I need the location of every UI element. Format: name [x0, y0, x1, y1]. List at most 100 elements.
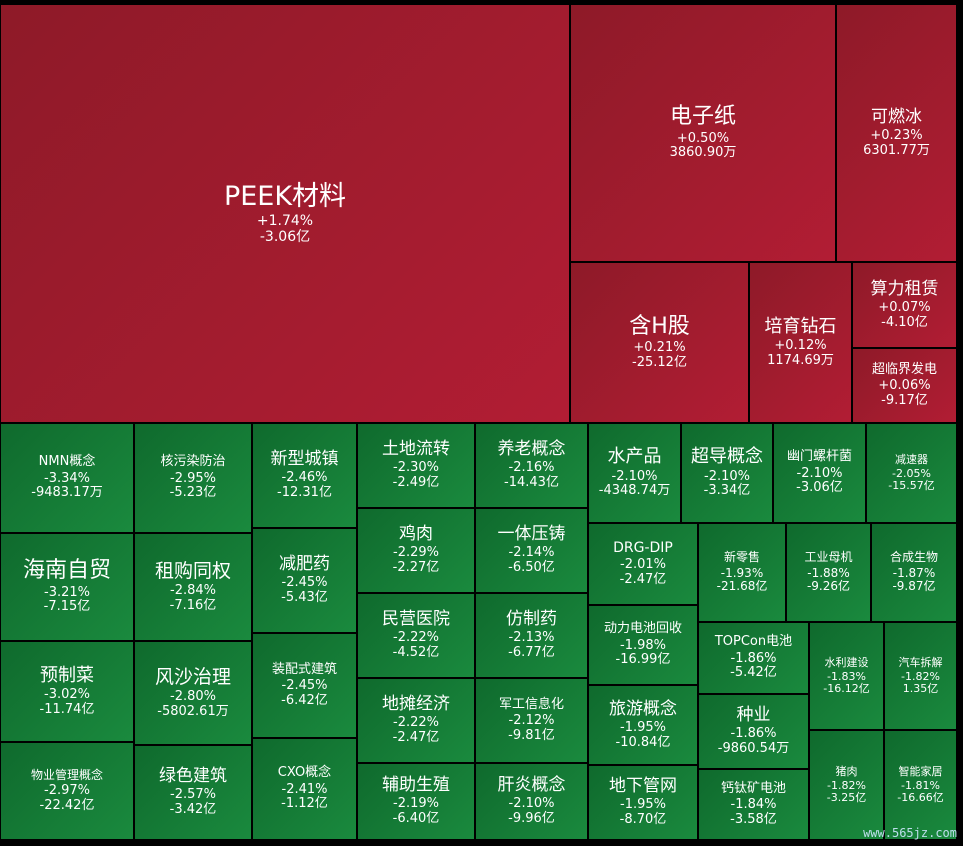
- treemap-tile[interactable]: 幽门螺杆菌 -2.10% -3.06亿: [773, 423, 866, 523]
- tile-name: 减肥药: [279, 554, 330, 575]
- treemap-tile[interactable]: 钙钛矿电池 -1.84% -3.58亿: [698, 769, 809, 840]
- tile-amount: -2.47亿: [392, 730, 440, 746]
- treemap-tile[interactable]: 一体压铸 -2.14% -6.50亿: [475, 508, 588, 593]
- tile-name: 地下管网: [609, 776, 677, 797]
- tile-amount: -3.42亿: [169, 802, 217, 818]
- tile-amount: -9483.17万: [31, 485, 103, 501]
- tile-change: -1.86%: [730, 650, 777, 666]
- treemap-tile[interactable]: 军工信息化 -2.12% -9.81亿: [475, 678, 588, 763]
- treemap-tile[interactable]: 新零售 -1.93% -21.68亿: [698, 523, 786, 622]
- tile-change: -2.95%: [170, 470, 216, 486]
- treemap-tile[interactable]: 减速器 -2.05% -15.57亿: [866, 423, 957, 523]
- tile-change: -1.87%: [892, 565, 936, 580]
- tile-name: 军工信息化: [498, 696, 564, 712]
- treemap-tile[interactable]: 辅助生殖 -2.19% -6.40亿: [357, 763, 475, 840]
- tile-name: 超导概念: [691, 446, 763, 468]
- treemap-tile[interactable]: 电子纸 +0.50% 3860.90万: [570, 4, 836, 262]
- tile-amount: -3.58亿: [730, 811, 777, 827]
- treemap-tile[interactable]: 地摊经济 -2.22% -2.47亿: [357, 678, 475, 763]
- tile-change: -2.46%: [281, 470, 328, 486]
- tile-name: 水产品: [607, 446, 662, 468]
- tile-name: 钙钛矿电池: [720, 780, 786, 796]
- tile-name: 动力电池回收: [603, 621, 682, 637]
- tile-amount: -8.70亿: [619, 812, 667, 828]
- treemap-tile[interactable]: 装配式建筑 -2.45% -6.42亿: [252, 633, 357, 738]
- treemap-tile[interactable]: 地下管网 -1.95% -8.70亿: [588, 765, 698, 840]
- treemap-tile[interactable]: 风沙治理 -2.80% -5802.61万: [134, 641, 252, 745]
- tile-name: 幽门螺杆菌: [786, 449, 852, 465]
- treemap-tile[interactable]: 可燃冰 +0.23% 6301.77万: [836, 4, 957, 262]
- tile-change: -2.12%: [508, 713, 555, 729]
- treemap-tile[interactable]: 种业 -1.86% -9860.54万: [698, 694, 809, 769]
- treemap-tile[interactable]: 水利建设 -1.83% -16.12亿: [809, 622, 884, 730]
- treemap-tile[interactable]: 智能家居 -1.81% -16.66亿: [884, 730, 957, 840]
- treemap-tile[interactable]: CXO概念 -2.41% -1.12亿: [252, 738, 357, 840]
- treemap-tile[interactable]: 租购同权 -2.84% -7.16亿: [134, 533, 252, 641]
- tile-amount: -5.43亿: [281, 590, 328, 606]
- tile-name: CXO概念: [277, 765, 332, 781]
- treemap-tile[interactable]: PEEK材料 +1.74% -3.06亿: [0, 4, 570, 423]
- tile-change: -2.45%: [281, 678, 328, 694]
- treemap-tile[interactable]: 海南自贸 -3.21% -7.15亿: [0, 533, 134, 641]
- treemap-tile[interactable]: 工业母机 -1.88% -9.26亿: [786, 523, 871, 622]
- treemap-tile[interactable]: 合成生物 -1.87% -9.87亿: [871, 523, 957, 622]
- tile-amount: -5.42亿: [730, 665, 777, 681]
- treemap-tile[interactable]: 猪肉 -1.82% -3.25亿: [809, 730, 884, 840]
- tile-name: 绿色建筑: [159, 766, 227, 787]
- tile-amount: -3.34亿: [703, 483, 751, 499]
- treemap-tile[interactable]: 超导概念 -2.10% -3.34亿: [681, 423, 773, 523]
- tile-name: 培育钻石: [764, 315, 837, 337]
- treemap-tile[interactable]: 含H股 +0.21% -25.12亿: [570, 262, 749, 423]
- tile-name: TOPCon电池: [714, 634, 793, 650]
- treemap-tile[interactable]: 汽车拆解 -1.82% 1.35亿: [884, 622, 957, 730]
- tile-change: +0.23%: [870, 127, 923, 143]
- treemap-tile[interactable]: 养老概念 -2.16% -14.43亿: [475, 423, 588, 508]
- tile-name: 海南自贸: [22, 558, 111, 584]
- tile-amount: -4348.74万: [598, 483, 671, 499]
- tile-name: DRG-DIP: [613, 539, 673, 556]
- treemap-tile[interactable]: 鸡肉 -2.29% -2.27亿: [357, 508, 475, 593]
- treemap-tile[interactable]: DRG-DIP -2.01% -2.47亿: [588, 523, 698, 605]
- treemap-tile[interactable]: 超临界发电 +0.06% -9.17亿: [852, 348, 957, 423]
- tile-amount: -16.99亿: [615, 652, 671, 668]
- treemap-tile[interactable]: 算力租赁 +0.07% -4.10亿: [852, 262, 957, 348]
- tile-name: 风沙治理: [154, 665, 231, 688]
- treemap-tile[interactable]: 减肥药 -2.45% -5.43亿: [252, 528, 357, 633]
- treemap-tile[interactable]: 仿制药 -2.13% -6.77亿: [475, 593, 588, 678]
- treemap-tile[interactable]: 民营医院 -2.22% -4.52亿: [357, 593, 475, 678]
- tile-amount: 3860.90万: [669, 145, 737, 161]
- tile-amount: -9.26亿: [806, 579, 851, 594]
- tile-amount: -14.43亿: [504, 475, 559, 491]
- tile-change: -2.57%: [170, 787, 216, 803]
- tile-change: +0.50%: [676, 130, 730, 146]
- treemap-tile[interactable]: NMN概念 -3.34% -9483.17万: [0, 423, 134, 533]
- tile-amount: -25.12亿: [632, 354, 687, 370]
- tile-change: -2.10%: [796, 465, 843, 481]
- treemap-tile[interactable]: 肝炎概念 -2.10% -9.96亿: [475, 763, 588, 840]
- tile-change: -2.16%: [508, 460, 555, 476]
- treemap-tile[interactable]: 绿色建筑 -2.57% -3.42亿: [134, 745, 252, 840]
- treemap-tile[interactable]: 培育钻石 +0.12% 1174.69万: [749, 262, 852, 423]
- tile-amount: -5.23亿: [169, 485, 217, 501]
- treemap-tile[interactable]: 预制菜 -3.02% -11.74亿: [0, 641, 134, 742]
- treemap-tile[interactable]: 新型城镇 -2.46% -12.31亿: [252, 423, 357, 528]
- tile-change: -2.05%: [892, 466, 931, 480]
- treemap-tile[interactable]: TOPCon电池 -1.86% -5.42亿: [698, 622, 809, 694]
- treemap-tile[interactable]: 动力电池回收 -1.98% -16.99亿: [588, 605, 698, 685]
- tile-name: 养老概念: [497, 439, 566, 460]
- tile-change: -3.21%: [44, 584, 90, 600]
- tile-name: 土地流转: [382, 439, 450, 460]
- tile-amount: -10.84亿: [615, 734, 671, 750]
- tile-change: +0.06%: [878, 378, 931, 394]
- tile-change: -2.29%: [393, 545, 439, 561]
- tile-change: +0.21%: [633, 340, 686, 356]
- treemap-tile[interactable]: 旅游概念 -1.95% -10.84亿: [588, 685, 698, 765]
- tile-change: -2.97%: [44, 783, 90, 799]
- treemap-tile[interactable]: 土地流转 -2.30% -2.49亿: [357, 423, 475, 508]
- tile-change: -2.14%: [508, 545, 555, 561]
- tile-amount: -16.66亿: [897, 791, 944, 805]
- treemap-tile[interactable]: 物业管理概念 -2.97% -22.42亿: [0, 742, 134, 840]
- tile-amount: -7.15亿: [43, 599, 91, 615]
- treemap-tile[interactable]: 水产品 -2.10% -4348.74万: [588, 423, 681, 523]
- treemap-tile[interactable]: 核污染防治 -2.95% -5.23亿: [134, 423, 252, 533]
